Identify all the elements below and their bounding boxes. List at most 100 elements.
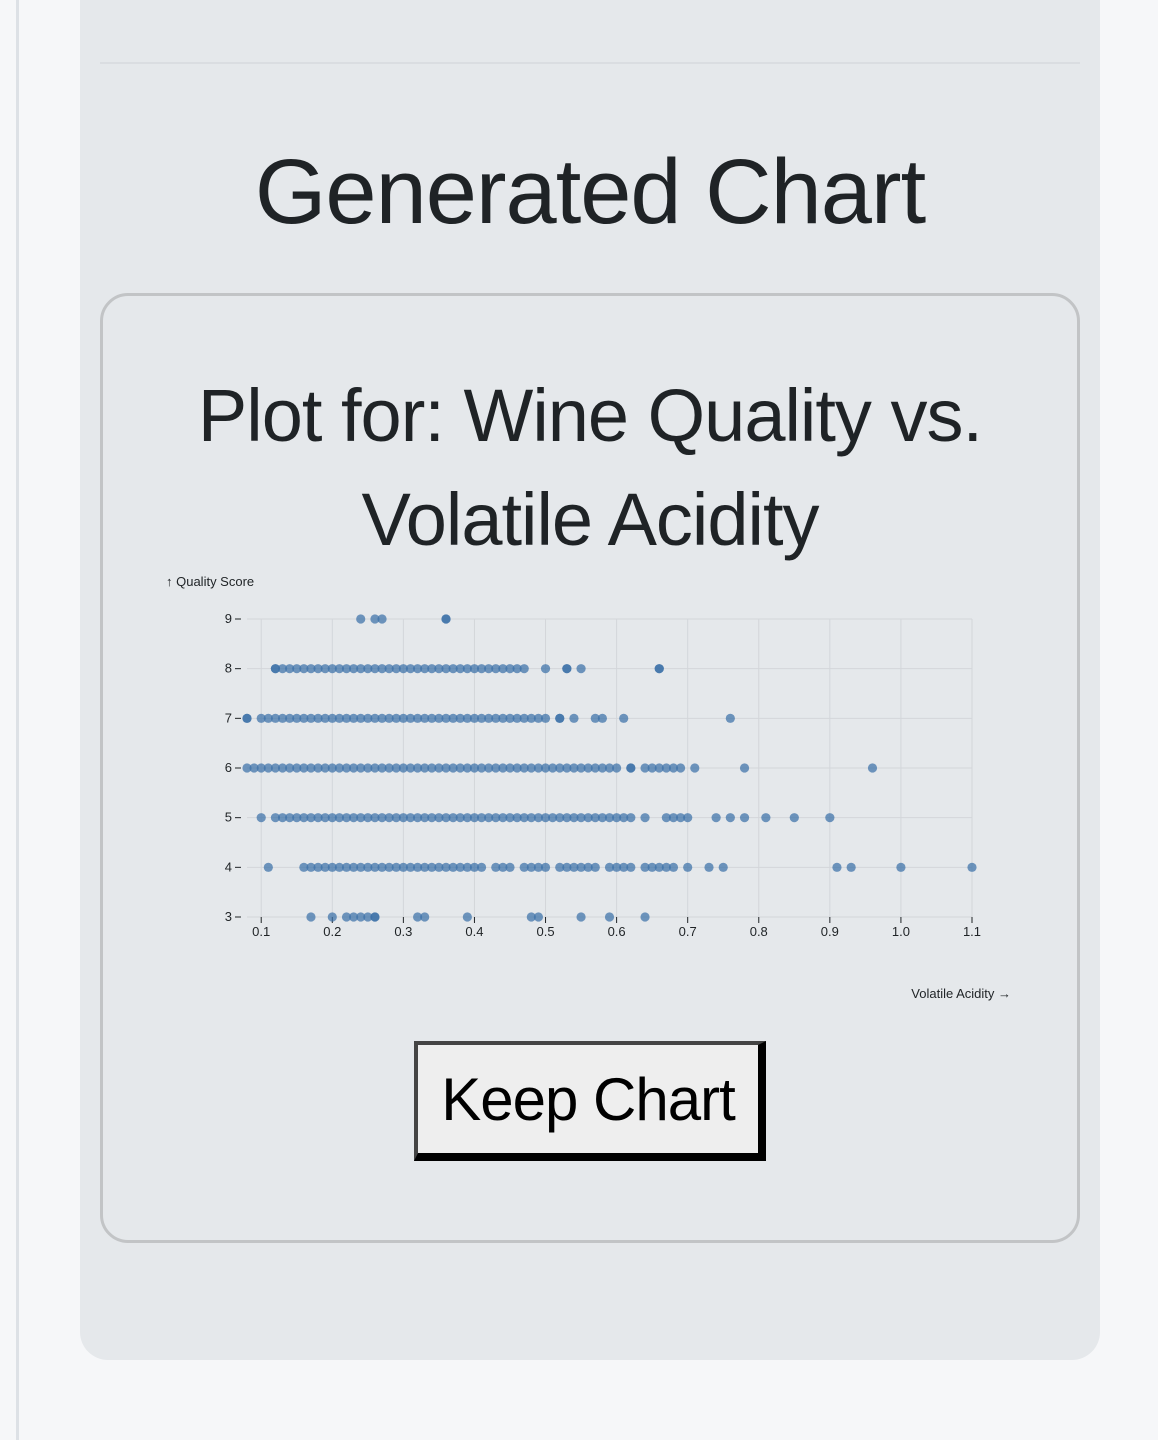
data-point <box>341 912 352 922</box>
data-point <box>832 862 842 872</box>
data-point <box>384 713 394 723</box>
data-point <box>270 664 281 674</box>
data-point <box>505 862 515 872</box>
data-point <box>320 763 330 773</box>
data-point <box>292 713 302 723</box>
data-point <box>391 763 401 773</box>
data-point <box>285 713 295 723</box>
data-point <box>469 713 480 723</box>
data-point <box>725 813 735 823</box>
data-point <box>412 713 423 723</box>
data-point <box>533 912 544 922</box>
data-point <box>370 813 380 823</box>
data-point <box>405 664 416 674</box>
data-point <box>626 763 636 773</box>
data-point <box>654 664 664 674</box>
data-point <box>576 664 586 674</box>
data-point <box>597 813 607 823</box>
data-point <box>533 813 544 823</box>
y-tick-label: 6 <box>225 760 232 775</box>
data-point <box>619 862 629 872</box>
data-point <box>491 813 501 823</box>
data-point <box>675 763 686 773</box>
data-point <box>270 763 281 773</box>
page-left-border <box>16 0 19 1440</box>
keep-chart-button[interactable]: Keep Chart <box>414 1041 766 1161</box>
data-point <box>384 862 394 872</box>
data-point <box>526 813 536 823</box>
data-point <box>398 813 408 823</box>
data-point <box>427 664 437 674</box>
data-point <box>306 713 316 723</box>
data-point <box>313 763 323 773</box>
x-tick-label: 0.1 <box>252 924 270 939</box>
data-point <box>519 713 529 723</box>
data-point <box>285 763 295 773</box>
data-point <box>896 862 906 872</box>
data-point <box>476 813 487 823</box>
data-point <box>668 862 679 872</box>
data-point <box>462 813 472 823</box>
data-point <box>512 763 522 773</box>
data-point <box>448 664 458 674</box>
data-point <box>540 862 551 872</box>
data-point <box>391 813 401 823</box>
data-point <box>412 862 423 872</box>
data-point <box>597 713 607 723</box>
x-tick-label: 0.9 <box>821 924 839 939</box>
y-axis-label: ↑ Quality Score <box>166 574 254 589</box>
data-point <box>455 763 465 773</box>
data-point <box>434 664 444 674</box>
data-point <box>590 862 600 872</box>
data-point <box>349 713 359 723</box>
data-point <box>505 763 515 773</box>
data-point <box>555 713 565 723</box>
data-point <box>640 763 650 773</box>
data-point <box>277 713 288 723</box>
data-point <box>654 862 664 872</box>
data-point <box>491 862 501 872</box>
data-point <box>569 813 579 823</box>
data-point <box>341 664 352 674</box>
data-point <box>306 813 316 823</box>
data-point <box>327 713 337 723</box>
data-point <box>476 713 487 723</box>
data-point <box>455 713 465 723</box>
x-tick-label: 0.8 <box>750 924 768 939</box>
data-point <box>562 813 572 823</box>
data-point <box>448 763 458 773</box>
data-point <box>612 763 622 773</box>
data-point <box>612 862 622 872</box>
data-point <box>711 813 721 823</box>
chart-card: Plot for: Wine Quality vs. Volatile Acid… <box>100 293 1080 1243</box>
data-point <box>277 664 288 674</box>
axes: 0.1 0.2 0.3 0.4 0.5 0.6 0.7 0.8 0.9 1.0 1.1 3 4 5 6 7 8 9 <box>225 611 981 939</box>
data-point <box>427 813 437 823</box>
data-point <box>356 912 366 922</box>
data-point <box>533 862 544 872</box>
data-point <box>370 713 380 723</box>
data-point <box>476 763 487 773</box>
data-point <box>242 713 252 723</box>
data-point <box>526 713 536 723</box>
data-point <box>455 813 465 823</box>
data-point <box>789 813 799 823</box>
data-point <box>540 713 551 723</box>
data-point <box>583 763 593 773</box>
data-point <box>377 862 387 872</box>
data-point <box>491 664 501 674</box>
data-point <box>526 912 536 922</box>
data-point <box>455 862 465 872</box>
data-point <box>604 813 615 823</box>
data-point <box>349 912 359 922</box>
data-point <box>341 763 352 773</box>
data-point <box>739 813 750 823</box>
data-point <box>313 713 323 723</box>
data-point <box>356 713 366 723</box>
data-point <box>491 713 501 723</box>
data-point <box>384 813 394 823</box>
data-point <box>249 763 259 773</box>
data-point <box>441 614 451 624</box>
data-point <box>405 862 416 872</box>
data-point <box>462 862 472 872</box>
